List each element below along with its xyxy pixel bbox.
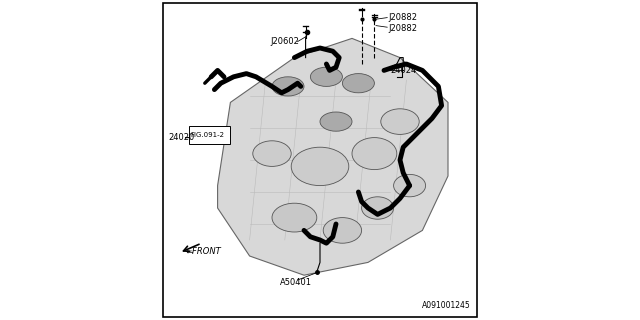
Ellipse shape [394, 174, 426, 197]
Text: J20882: J20882 [388, 24, 418, 33]
Ellipse shape [381, 109, 419, 134]
Ellipse shape [272, 77, 304, 96]
Text: 24024: 24024 [390, 66, 417, 75]
Ellipse shape [310, 67, 342, 86]
Text: J20602: J20602 [270, 37, 300, 46]
Polygon shape [218, 38, 448, 275]
Text: 24020: 24020 [168, 133, 195, 142]
Ellipse shape [253, 141, 291, 166]
Text: ⇐FRONT: ⇐FRONT [186, 247, 221, 256]
Text: FIG.091-2: FIG.091-2 [191, 132, 225, 138]
Ellipse shape [320, 112, 352, 131]
Ellipse shape [291, 147, 349, 186]
Ellipse shape [272, 203, 317, 232]
Text: A50401: A50401 [280, 278, 312, 287]
Ellipse shape [362, 197, 394, 219]
Bar [189, 126, 230, 144]
Ellipse shape [342, 74, 374, 93]
Ellipse shape [323, 218, 362, 243]
Text: J20882: J20882 [388, 13, 418, 22]
Text: A091001245: A091001245 [422, 301, 470, 310]
Ellipse shape [352, 138, 397, 170]
